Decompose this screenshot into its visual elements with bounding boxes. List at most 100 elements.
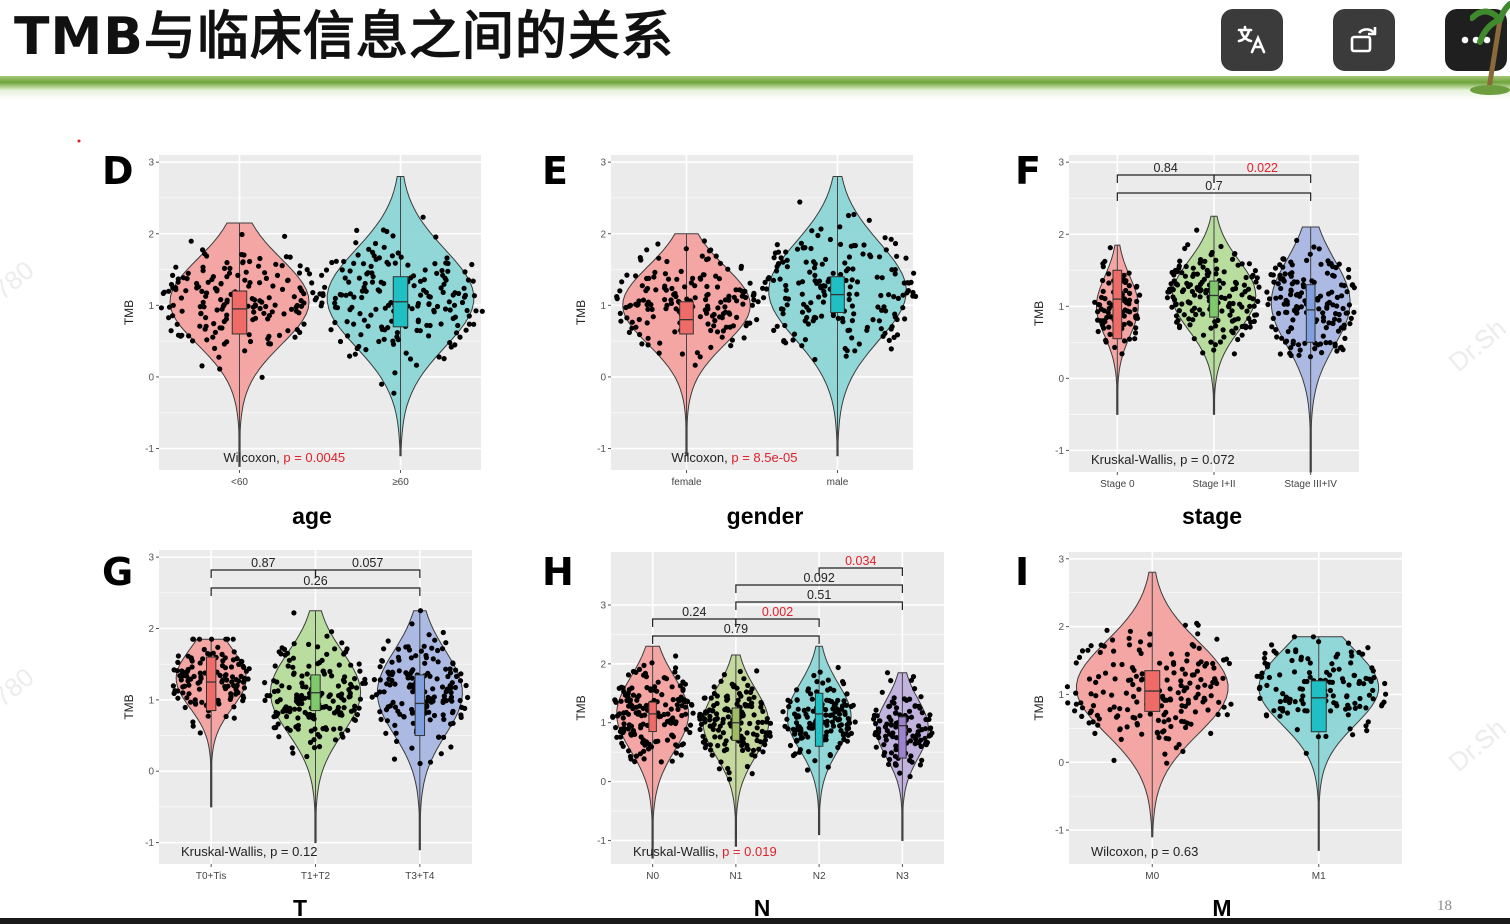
data-point [1194, 227, 1200, 233]
data-point [1110, 662, 1116, 668]
data-point [1090, 719, 1096, 725]
data-point [891, 695, 897, 701]
x-tick-label: T0+Tis [196, 871, 226, 882]
data-point [890, 730, 896, 736]
data-point [728, 343, 734, 349]
data-point [1161, 712, 1167, 718]
data-point [212, 285, 218, 291]
data-point [642, 742, 648, 748]
data-point [471, 293, 477, 299]
data-point [1136, 686, 1142, 692]
test-name: Wilcoxon, [223, 450, 283, 465]
data-point [285, 277, 291, 284]
data-point [1088, 643, 1094, 649]
box-T0+Tis [205, 656, 217, 712]
data-point [657, 340, 663, 346]
data-point [645, 342, 651, 348]
rotate-button[interactable] [1333, 9, 1395, 71]
data-point [838, 271, 844, 278]
data-point [751, 297, 757, 303]
data-point [843, 353, 849, 359]
data-point [441, 734, 447, 741]
data-point [450, 315, 456, 322]
data-point [1294, 237, 1300, 243]
data-point [1208, 325, 1214, 331]
title-rule-shadow [0, 90, 1510, 100]
data-point [785, 296, 792, 302]
data-point [648, 302, 654, 308]
data-point [332, 646, 338, 652]
data-point [1171, 670, 1177, 676]
data-point [747, 720, 753, 727]
data-point [434, 270, 440, 276]
data-point [1181, 287, 1187, 293]
data-point [759, 728, 765, 735]
data-point [1244, 308, 1250, 314]
data-point [296, 310, 302, 316]
data-point [780, 259, 786, 265]
comparison-p-value: 0.7 [1205, 179, 1222, 193]
data-point [683, 246, 689, 252]
data-point [409, 306, 415, 312]
data-point [1163, 665, 1170, 671]
data-point [1290, 317, 1296, 323]
data-point [414, 327, 420, 333]
data-point [1266, 674, 1272, 681]
data-point [786, 704, 792, 710]
box-Stage I+II [1209, 280, 1219, 318]
data-point [697, 354, 703, 360]
data-point [1164, 697, 1170, 703]
data-point [247, 258, 253, 265]
data-point [281, 311, 287, 317]
data-point [301, 321, 307, 327]
data-point [1182, 671, 1188, 677]
test-annotation: Wilcoxon, p = 8.5e-05 [671, 450, 797, 465]
data-point [803, 711, 809, 718]
data-point [279, 286, 286, 292]
data-point [415, 300, 421, 307]
data-point [200, 299, 206, 305]
data-point [470, 278, 476, 284]
data-point [376, 255, 382, 261]
data-point [1103, 337, 1109, 343]
data-point [1319, 350, 1325, 356]
data-point [1115, 713, 1121, 719]
data-point [390, 699, 396, 706]
data-point [1371, 675, 1377, 681]
translate-button[interactable] [1221, 9, 1283, 71]
data-point [1164, 295, 1170, 301]
data-point [440, 699, 446, 706]
data-point [1170, 287, 1176, 293]
data-point [1336, 666, 1342, 672]
data-point [209, 636, 215, 642]
data-point [1213, 323, 1219, 329]
data-point [700, 739, 707, 745]
data-point [645, 335, 651, 341]
data-point [861, 242, 867, 248]
data-point [873, 729, 879, 736]
data-point [633, 324, 639, 330]
data-point [830, 270, 836, 276]
data-point [335, 683, 341, 689]
data-point [725, 696, 731, 702]
data-point [315, 644, 321, 650]
comparison-p-value: 0.057 [352, 556, 383, 570]
data-point [190, 719, 196, 725]
data-point [1221, 269, 1227, 275]
data-point [332, 304, 338, 310]
data-point [1284, 710, 1291, 716]
data-point [653, 739, 659, 745]
data-point [1195, 684, 1201, 690]
data-point [283, 254, 289, 260]
data-point [882, 724, 889, 730]
data-point [1200, 699, 1206, 705]
data-point [178, 677, 184, 683]
data-point [878, 326, 884, 332]
data-point [926, 716, 932, 723]
data-point [394, 738, 400, 745]
data-point [1363, 705, 1369, 711]
data-point [702, 745, 708, 751]
data-point [328, 327, 334, 333]
data-point [236, 678, 242, 684]
data-point [824, 697, 830, 703]
